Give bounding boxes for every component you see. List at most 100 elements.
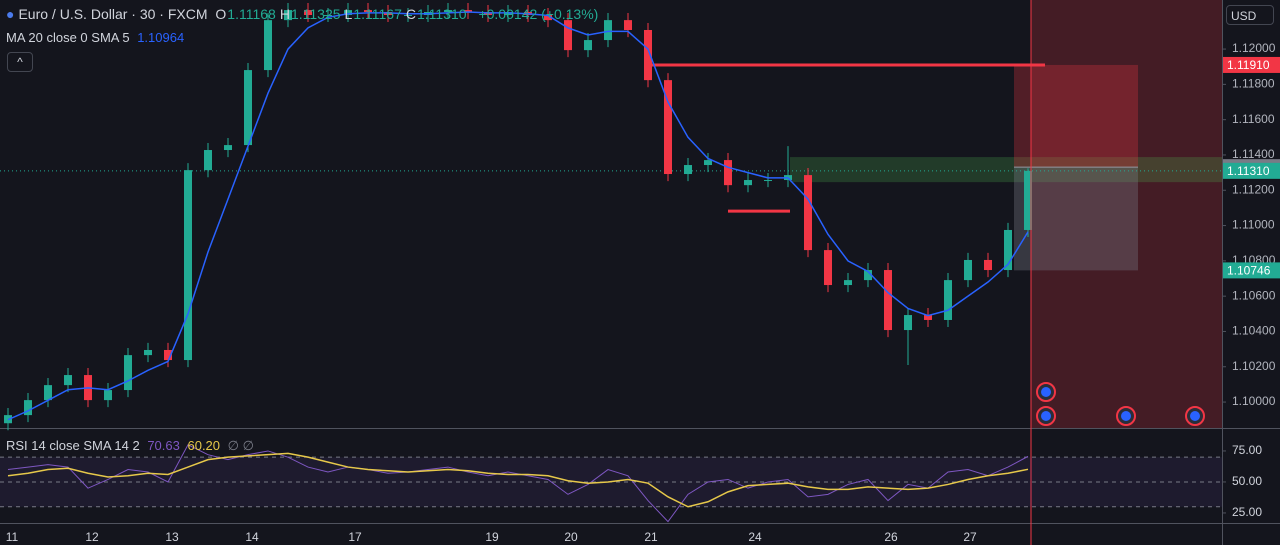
event-icon-inner (1041, 387, 1051, 397)
event-icon-inner (1121, 411, 1131, 421)
ohlc-key: H (279, 6, 290, 22)
candle-body (284, 10, 292, 21)
candle-body (704, 160, 712, 166)
candle-body (644, 30, 652, 81)
y-tick-label: 1.11800 (1232, 77, 1275, 91)
ma-title[interactable]: MA 20 close 0 SMA 5 (6, 30, 130, 45)
ohlc-legend: O1.11168 H1.11325 L1.11167 C1.11310 (215, 6, 470, 22)
collapse-button[interactable]: ^ (7, 52, 33, 72)
x-tick-label: 19 (485, 530, 499, 544)
candle-body (404, 15, 412, 17)
price-label-box (1223, 262, 1280, 279)
y-tick-label: 1.11200 (1232, 182, 1275, 196)
y-tick-label: 75.00 (1232, 443, 1262, 457)
ma-line (7, 11, 1029, 421)
y-tick-label: 1.10400 (1232, 324, 1276, 338)
price-pane (0, 0, 1222, 431)
candle-body (164, 349, 172, 361)
candle-body (24, 400, 32, 416)
ma-value: 1.10964 (137, 30, 185, 45)
price-label: 1.11910 (1227, 58, 1270, 72)
candle-body (724, 160, 732, 186)
candle-body (884, 270, 892, 331)
position-target-zone (1014, 64, 1138, 168)
y-tick-label: 25.00 (1232, 505, 1262, 519)
y-tick-label: 1.11400 (1232, 147, 1275, 161)
candle-body (684, 165, 692, 175)
candle-body (464, 10, 472, 13)
candle-body (584, 40, 592, 51)
rsi-sma-value: 60.20 (187, 438, 221, 453)
candle-body (924, 315, 932, 320)
candle-body (364, 10, 372, 13)
x-tick-label: 12 (85, 530, 99, 544)
x-tick-label: 11 (6, 530, 19, 544)
candle-body (1024, 170, 1032, 230)
x-tick-label: 20 (564, 530, 578, 544)
candle-body (964, 259, 972, 281)
candle-body (744, 180, 752, 186)
ohlc-value: 1.11167 (353, 6, 402, 22)
candle-body (904, 315, 912, 331)
rsi-title[interactable]: RSI 14 close SMA 14 2 (6, 438, 140, 453)
price-label-box (1223, 162, 1280, 179)
y-tick-label: 1.11600 (1232, 112, 1275, 126)
candle-body (1004, 229, 1012, 271)
candle-body (324, 15, 332, 17)
candle-body (824, 250, 832, 286)
symbol-legend: ● Euro / U.S. Dollar · 30 · FXCM O1.11168… (6, 6, 602, 22)
candle-body (124, 355, 132, 391)
price-label-box (1223, 56, 1280, 73)
ohlc-value: 1.11310 (416, 6, 467, 22)
y-tick-label: 50.00 (1232, 474, 1262, 488)
candle-body (104, 390, 112, 401)
candle-body (664, 80, 672, 175)
candle-body (804, 175, 812, 251)
candle-body (944, 280, 952, 320)
rsi-icons: ∅ ∅ (227, 438, 254, 453)
x-tick-label: 21 (644, 530, 658, 544)
candle-body (304, 10, 312, 16)
ohlc-key: C (405, 6, 416, 22)
candle-body (564, 20, 572, 51)
ma-legend: MA 20 close 0 SMA 5 1.10964 (6, 30, 188, 45)
rsi-legend: RSI 14 close SMA 14 2 70.63 60.20 ∅ ∅ (6, 438, 258, 454)
candle-body (444, 10, 452, 13)
candle-body (244, 70, 252, 146)
ohlc-value: 1.11168 (227, 6, 276, 22)
ohlc-key: O (215, 6, 227, 22)
x-tick-label: 24 (748, 530, 762, 544)
currency-button[interactable]: USD (1226, 5, 1274, 25)
candle-body (984, 259, 992, 271)
candle-body (264, 20, 272, 71)
candle-body (764, 180, 772, 182)
y-tick-label: 1.10200 (1232, 359, 1276, 373)
rsi-pane (0, 444, 1222, 523)
candle-body (144, 349, 152, 356)
candle-body (624, 20, 632, 31)
change: +0.00142 (+0.13%) (478, 6, 599, 22)
x-tick-label: 17 (348, 530, 362, 544)
symbol-icon: ● (6, 6, 15, 22)
candle-body (64, 375, 72, 386)
candle-body (544, 15, 552, 21)
position-stop-zone (1014, 167, 1138, 271)
candle-body (224, 145, 232, 151)
candle-body (204, 150, 212, 171)
y-tick-label: 1.12000 (1232, 41, 1276, 55)
rsi-line (7, 452, 1029, 508)
x-tick-label: 27 (963, 530, 977, 544)
candle-body (844, 280, 852, 286)
price-label: 1.11310 (1227, 164, 1270, 178)
event-icon-inner (1190, 411, 1200, 421)
y-tick-label: 1.11000 (1232, 218, 1275, 232)
symbol-title[interactable]: Euro / U.S. Dollar · 30 · FXCM (18, 6, 208, 22)
candle-body (44, 385, 52, 401)
x-tick-label: 13 (165, 530, 179, 544)
y-tick-label: 1.10600 (1232, 288, 1276, 302)
candle-body (184, 170, 192, 361)
candle-body (864, 270, 872, 281)
ohlc-key: L (344, 6, 353, 22)
